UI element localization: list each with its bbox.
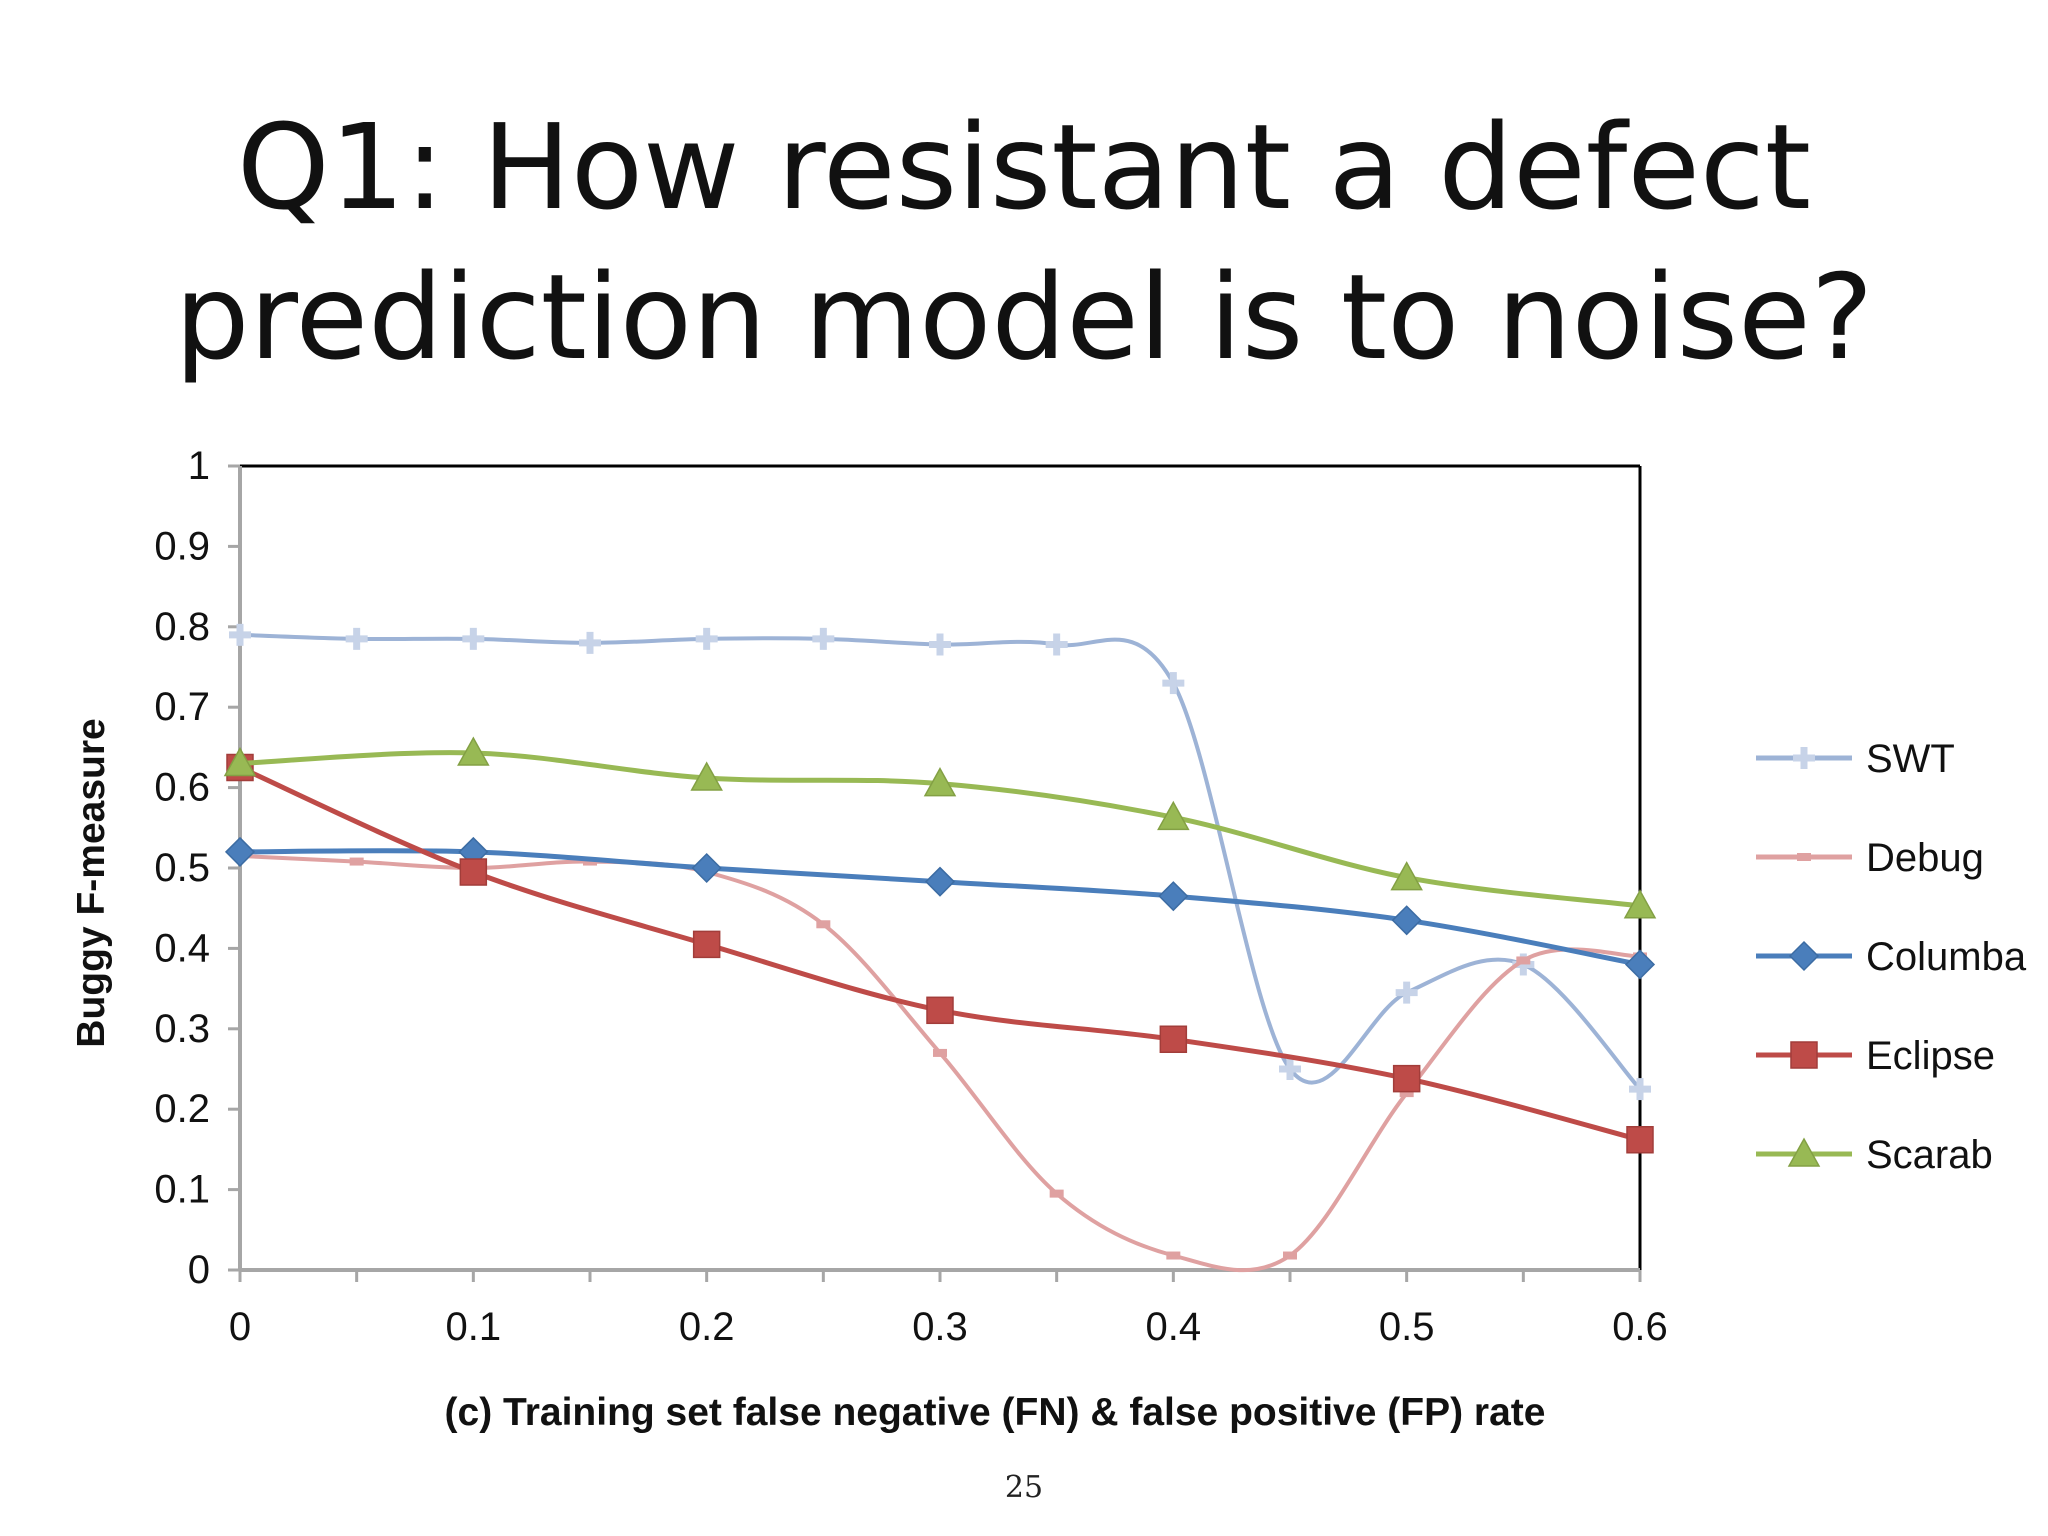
- y-tick-label: 0.4: [154, 926, 210, 970]
- slide-title-line-1: Q1: How resistant a defect: [236, 98, 1812, 236]
- data-point-debug: [1516, 956, 1531, 965]
- data-point-scarab: [1390, 861, 1423, 891]
- y-tick-label: 0.7: [154, 685, 210, 729]
- legend-marker-swt: [1793, 747, 1815, 769]
- x-tick-label: 0.6: [1612, 1305, 1668, 1349]
- data-point-eclipse: [1626, 1126, 1654, 1154]
- y-tick-label: 0.1: [154, 1168, 210, 1212]
- y-tick-label: 1: [188, 444, 210, 488]
- legend-label-debug: Debug: [1866, 836, 1984, 880]
- data-point-columba: [1624, 949, 1656, 980]
- y-tick-label: 0: [188, 1248, 210, 1292]
- data-point-swt: [1279, 1058, 1301, 1080]
- x-tick-label: 0: [229, 1305, 251, 1349]
- data-point-swt: [1629, 1078, 1651, 1101]
- data-point-eclipse: [1159, 1025, 1188, 1054]
- data-point-scarab: [1157, 800, 1190, 831]
- y-tick-label: 0.6: [154, 766, 210, 810]
- data-point-swt: [462, 627, 485, 650]
- data-point-columba: [1391, 905, 1422, 936]
- data-point-columba: [1158, 881, 1189, 912]
- data-point-columba: [224, 836, 256, 867]
- data-point-swt: [345, 627, 368, 650]
- legend-marker-columba: [1788, 940, 1820, 972]
- data-point-eclipse: [692, 930, 721, 959]
- legend-label-columba: Columba: [1866, 935, 2027, 979]
- data-point-eclipse: [459, 858, 488, 886]
- data-point-scarab: [457, 736, 490, 766]
- x-axis-label: (c) Training set false negative (FN) & f…: [445, 1391, 1546, 1434]
- legend-label-eclipse: Eclipse: [1866, 1034, 1995, 1078]
- slide-title: Q1: How resistant a defect prediction mo…: [0, 92, 2048, 392]
- data-point-swt: [229, 623, 251, 646]
- legend-marker-debug: [1797, 853, 1811, 861]
- data-point-debug: [933, 1048, 947, 1057]
- data-point-swt: [695, 627, 718, 650]
- data-point-debug: [1166, 1251, 1181, 1260]
- series-line-debug: [239, 853, 1641, 1273]
- data-point-scarab: [690, 761, 723, 791]
- legend-marker-eclipse: [1790, 1041, 1818, 1069]
- data-point-swt: [1162, 672, 1185, 695]
- data-point-eclipse: [1392, 1064, 1421, 1093]
- y-tick-label: 0.2: [154, 1087, 210, 1131]
- legend-marker-scarab: [1787, 1137, 1821, 1167]
- data-point-swt: [579, 631, 601, 654]
- data-point-debug: [349, 857, 364, 866]
- data-point-eclipse: [926, 996, 954, 1025]
- data-point-columba: [924, 866, 956, 897]
- data-point-debug: [1049, 1189, 1064, 1198]
- data-point-swt: [1395, 981, 1418, 1004]
- x-tick-label: 0.3: [912, 1305, 968, 1349]
- y-tick-label: 0.9: [154, 524, 210, 568]
- data-point-scarab: [1623, 889, 1657, 919]
- y-tick-label: 0.3: [154, 1007, 210, 1051]
- data-point-scarab: [223, 746, 257, 777]
- data-point-swt: [1045, 633, 1068, 656]
- series-line-eclipse: [238, 765, 1641, 1143]
- slide-title-line-2: prediction model is to noise?: [174, 248, 1874, 386]
- legend-label-scarab: Scarab: [1866, 1133, 1993, 1177]
- x-tick-label: 0.1: [446, 1305, 502, 1349]
- data-point-debug: [1399, 1089, 1414, 1098]
- y-tick-label: 0.8: [154, 605, 210, 649]
- x-tick-label: 0.5: [1379, 1305, 1435, 1349]
- x-tick-label: 0.2: [679, 1305, 735, 1349]
- data-point-debug: [816, 920, 831, 929]
- data-point-swt: [812, 627, 835, 650]
- legend-label-swt: SWT: [1866, 737, 1955, 781]
- x-tick-label: 0.4: [1146, 1305, 1202, 1349]
- y-tick-label: 0.5: [154, 846, 210, 890]
- data-point-debug: [1283, 1251, 1297, 1260]
- y-axis-label: Buggy F-measure: [70, 718, 113, 1047]
- data-point-swt: [929, 633, 951, 656]
- page-number: 25: [1004, 1470, 1044, 1505]
- data-point-scarab: [923, 767, 957, 797]
- data-point-columba: [691, 852, 722, 884]
